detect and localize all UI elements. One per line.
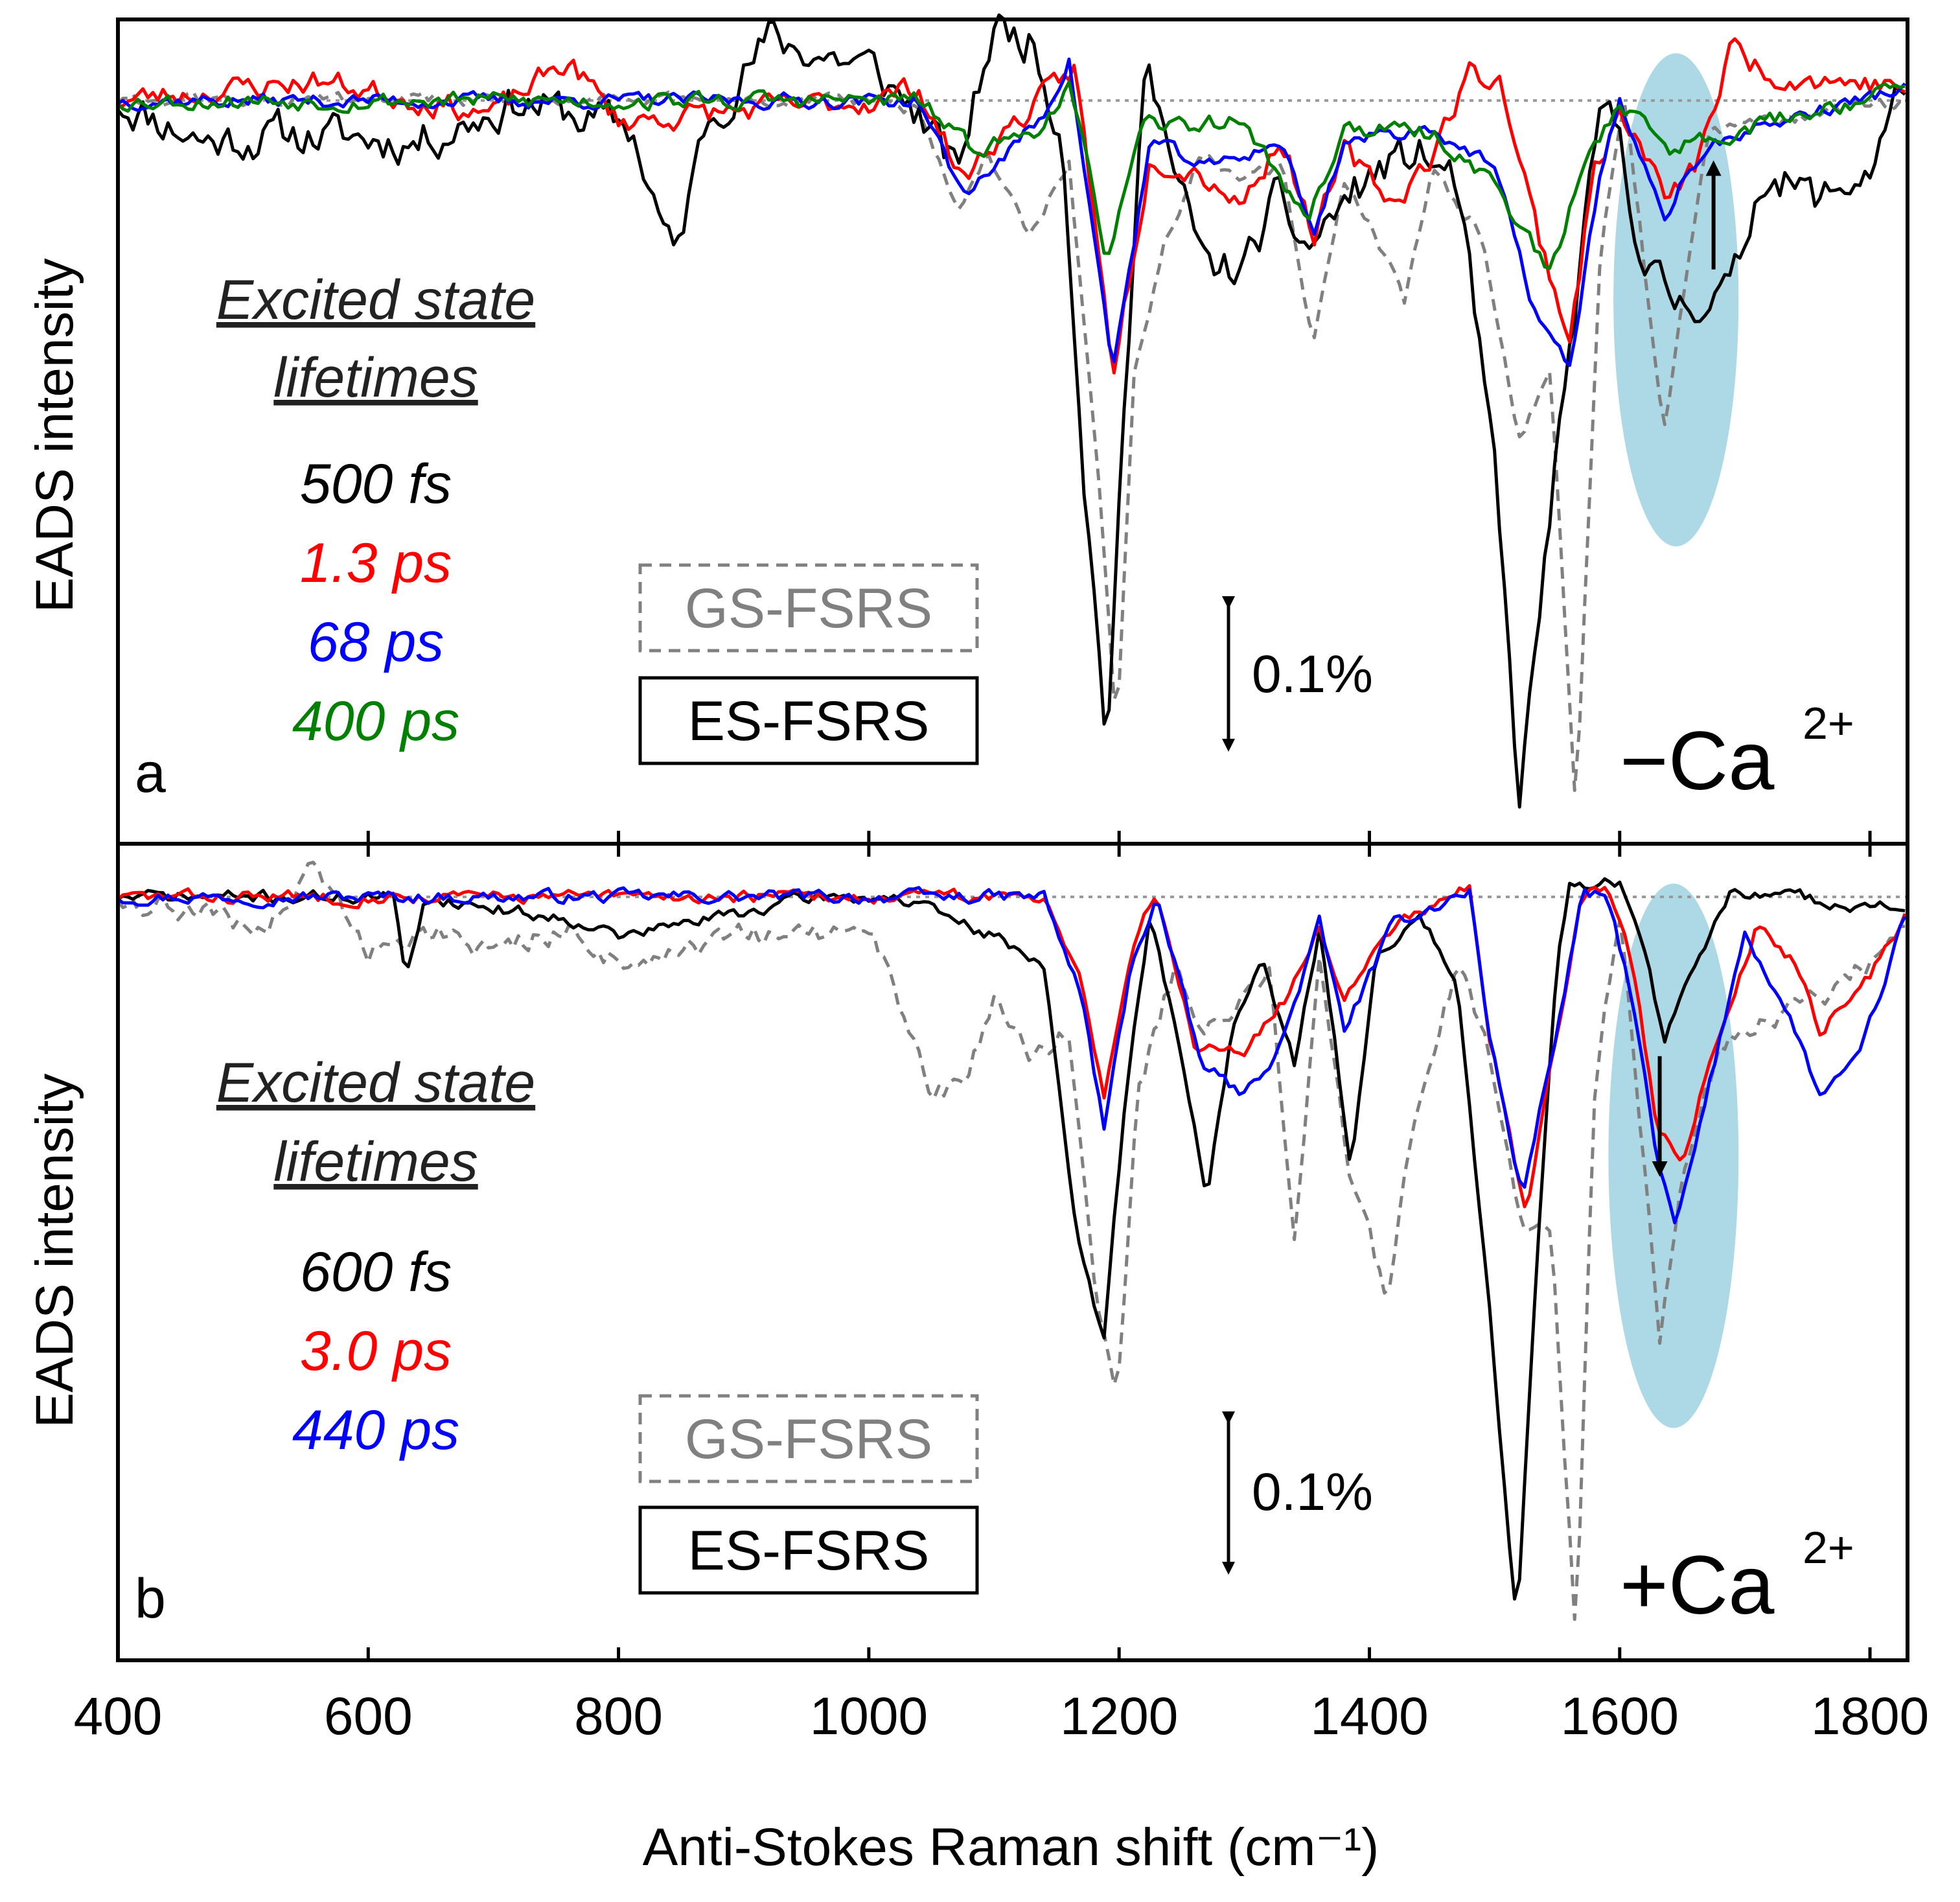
lifetime-600fs: 600 fs bbox=[300, 1241, 452, 1303]
es-legend-label-a: ES-FSRS bbox=[688, 690, 930, 752]
series-line-b-gs-fsrs bbox=[117, 861, 1906, 1621]
scale-label-b: 0.1% bbox=[1252, 1463, 1373, 1522]
lifetime-3.0ps: 3.0 ps bbox=[300, 1320, 452, 1382]
highlight-region-a bbox=[1613, 53, 1739, 547]
ion-label-a: −Ca bbox=[1620, 715, 1775, 807]
x-tick-label-1200: 1200 bbox=[1060, 1687, 1178, 1746]
highlight-ellipse-a bbox=[1613, 53, 1739, 547]
series-group-a bbox=[117, 13, 1906, 809]
lifetime-1.3ps: 1.3 ps bbox=[300, 532, 452, 594]
es-legend-label-b: ES-FSRS bbox=[688, 1520, 930, 1582]
ion-sup-b: 2+ bbox=[1803, 1522, 1854, 1573]
gs-legend-box-b bbox=[638, 1394, 979, 1483]
x-axis-ticks bbox=[116, 831, 1872, 1660]
x-tick-label-1400: 1400 bbox=[1310, 1687, 1428, 1746]
panel-a: Excited state lifetimes 500 fs 1.3 ps 68… bbox=[117, 13, 1908, 842]
series-group-b bbox=[117, 861, 1907, 1621]
ion-label-b: +Ca bbox=[1620, 1539, 1775, 1632]
lifetime-68ps: 68 ps bbox=[308, 611, 444, 673]
x-tick-label-800: 800 bbox=[574, 1687, 663, 1746]
es-legend-box-a bbox=[638, 676, 979, 765]
y-axis-title-a: EADS intensity bbox=[25, 259, 84, 613]
x-tick-label-600: 600 bbox=[324, 1687, 413, 1746]
x-axis-title: Anti-Stokes Raman shift (cm⁻¹) bbox=[643, 1818, 1379, 1877]
x-tick-label-1000: 1000 bbox=[810, 1687, 928, 1746]
x-tick-label-1800: 1800 bbox=[1811, 1687, 1929, 1746]
series-line-b-600-fs bbox=[117, 877, 1906, 1601]
gs-legend-box-a bbox=[638, 563, 979, 653]
highlight-region-b bbox=[1608, 883, 1739, 1428]
panel-letter-a: a bbox=[135, 742, 166, 804]
series-line-a-68-ps bbox=[117, 57, 1906, 367]
panel-letter-b: b bbox=[135, 1568, 166, 1630]
series-line-a-400-ps bbox=[117, 80, 1906, 270]
lifetimes-title-line2-a: lifetimes bbox=[273, 347, 478, 409]
scale-label-a: 0.1% bbox=[1252, 645, 1373, 704]
lifetime-500fs: 500 fs bbox=[300, 453, 452, 515]
es-legend-box-b bbox=[638, 1505, 979, 1595]
x-tick-label-1600: 1600 bbox=[1561, 1687, 1679, 1746]
lifetimes-title-line2-b: lifetimes bbox=[273, 1131, 478, 1193]
y-axis-title-b: EADS intensity bbox=[25, 1074, 84, 1428]
ion-sup-a: 2+ bbox=[1803, 698, 1854, 748]
gs-legend-label-b: GS-FSRS bbox=[685, 1408, 932, 1470]
gs-legend-label-a: GS-FSRS bbox=[685, 577, 932, 640]
x-tick-label-400: 400 bbox=[74, 1687, 163, 1746]
series-line-a-500-fs bbox=[117, 13, 1906, 809]
highlight-ellipse-b bbox=[1608, 883, 1739, 1428]
lifetimes-title-line1-a: Excited state bbox=[216, 269, 535, 331]
series-line-b-440-ps bbox=[117, 886, 1907, 1225]
lifetimes-title-line1-b: Excited state bbox=[216, 1052, 535, 1114]
lifetime-400ps: 400 ps bbox=[292, 690, 459, 752]
series-line-a-gs-fsrs bbox=[117, 89, 1906, 793]
lifetime-440ps: 440 ps bbox=[292, 1399, 459, 1461]
x-axis-tick-labels: 400 600 800 1000 1200 1400 1600 1800 bbox=[74, 1687, 1930, 1746]
panel-b: Excited state lifetimes 600 fs 3.0 ps 44… bbox=[117, 861, 1908, 1632]
